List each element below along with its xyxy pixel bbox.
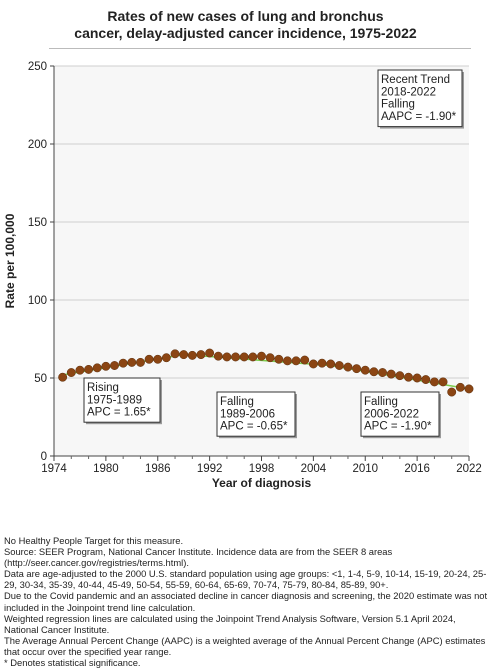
data-point <box>248 352 258 362</box>
data-point <box>127 357 137 367</box>
y-tick-label: 0 <box>41 451 47 463</box>
trend-annotation-text: APC = 1.65* <box>87 407 151 419</box>
x-tick-label: 1992 <box>197 463 223 475</box>
data-point <box>187 350 197 360</box>
data-point <box>75 365 85 375</box>
chart-title-line-1: Rates of new cases of lung and bronchus <box>107 8 384 24</box>
data-point <box>84 364 94 374</box>
y-tick-label: 250 <box>28 61 47 73</box>
data-point <box>429 377 439 387</box>
footnotes: No Healthy People Target for this measur… <box>4 535 488 668</box>
data-point <box>265 353 275 363</box>
x-tick-label: 2016 <box>404 463 430 475</box>
data-point <box>58 372 68 382</box>
recent-trend-annotation-text: AAPC = -1.90* <box>381 111 457 123</box>
data-point <box>101 361 111 371</box>
data-point <box>161 353 171 363</box>
data-point <box>378 368 387 377</box>
data-point <box>317 358 327 368</box>
data-point <box>300 355 310 365</box>
recent-trend-annotation <box>377 69 463 128</box>
data-point <box>239 352 249 362</box>
trend-annotation <box>360 391 440 437</box>
data-point <box>118 358 128 368</box>
data-point <box>231 352 241 362</box>
recent-trend-annotation-text: 2018-2022 <box>381 86 436 98</box>
trend-annotation-text: Falling <box>364 396 398 408</box>
footnote: Source: SEER Program, National Cancer In… <box>4 546 395 569</box>
data-point <box>136 357 145 367</box>
trend-annotation-text: Falling <box>220 396 254 408</box>
data-point <box>291 356 301 366</box>
trend-annotation-text: APC = -0.65* <box>220 421 288 433</box>
trend-annotation <box>216 391 296 437</box>
chart-title-line-2: cancer, delay-adjusted cancer incidence,… <box>74 25 417 41</box>
data-point <box>282 356 292 366</box>
data-point <box>179 350 189 360</box>
trend-annotation-text: Rising <box>87 382 119 394</box>
x-tick-label: 1974 <box>41 463 67 475</box>
footnote: Weighted regression lines are calculated… <box>4 612 459 635</box>
footnote: No Healthy People Target for this measur… <box>4 535 184 546</box>
x-tick-label: 2010 <box>352 463 378 475</box>
x-tick-label: 2004 <box>301 463 327 475</box>
x-tick-label: 1980 <box>93 463 119 475</box>
data-point <box>144 354 154 364</box>
footnote: Data are age-adjusted to the 2000 U.S. s… <box>4 568 487 591</box>
data-point <box>412 373 422 383</box>
footnote: * Denotes statistical significance. <box>4 657 141 668</box>
data-point <box>464 384 474 394</box>
chart-title: Rates of new cases of lung and bronchus … <box>0 8 491 42</box>
y-tick-label: 100 <box>28 295 47 307</box>
data-point <box>455 382 465 392</box>
data-point <box>386 369 396 379</box>
data-point <box>352 364 362 374</box>
title-divider <box>49 48 471 49</box>
data-point <box>334 361 344 370</box>
y-axis-label: Rate per 100,000 <box>3 213 17 308</box>
data-point <box>92 363 102 373</box>
footnote: Due to the Covid pandemic and an associa… <box>4 590 490 613</box>
recent-trend-annotation-text: Recent Trend <box>381 74 450 86</box>
data-point <box>66 368 76 377</box>
y-tick-label: 50 <box>34 373 47 385</box>
data-point <box>447 387 457 397</box>
data-point <box>257 351 266 361</box>
data-point <box>110 361 119 370</box>
x-tick-label: 1986 <box>145 463 171 475</box>
trend-annotation-text: APC = -1.90* <box>364 421 432 433</box>
data-point <box>153 354 163 364</box>
data-point <box>196 350 206 360</box>
trend-annotation-text: 2006-2022 <box>364 408 419 420</box>
y-tick-label: 200 <box>28 139 47 151</box>
data-point <box>421 375 431 385</box>
x-axis-label: Year of diagnosis <box>212 476 312 490</box>
data-point <box>170 349 180 359</box>
data-point <box>205 348 215 358</box>
data-point <box>213 351 223 361</box>
data-point <box>395 371 405 381</box>
x-tick-label: 2022 <box>456 463 482 475</box>
data-point <box>369 367 379 377</box>
chart-svg: 0 50 100 150 200 250 1974 1980 1986 1992 1998 2004 2… <box>3 61 482 490</box>
trend-annotation <box>83 377 161 423</box>
data-point <box>360 365 370 375</box>
x-tick-label: 1998 <box>249 463 275 475</box>
data-point <box>274 354 284 364</box>
data-point <box>308 359 318 369</box>
data-point <box>404 372 413 382</box>
recent-trend-annotation-text: Falling <box>381 99 415 111</box>
data-point <box>438 377 448 387</box>
data-point <box>222 352 232 362</box>
y-tick-label: 150 <box>28 217 47 229</box>
data-point <box>343 362 353 372</box>
trend-annotation-text: 1989-2006 <box>220 408 275 420</box>
trend-annotation-text: 1975-1989 <box>87 394 142 406</box>
data-point <box>326 359 336 369</box>
